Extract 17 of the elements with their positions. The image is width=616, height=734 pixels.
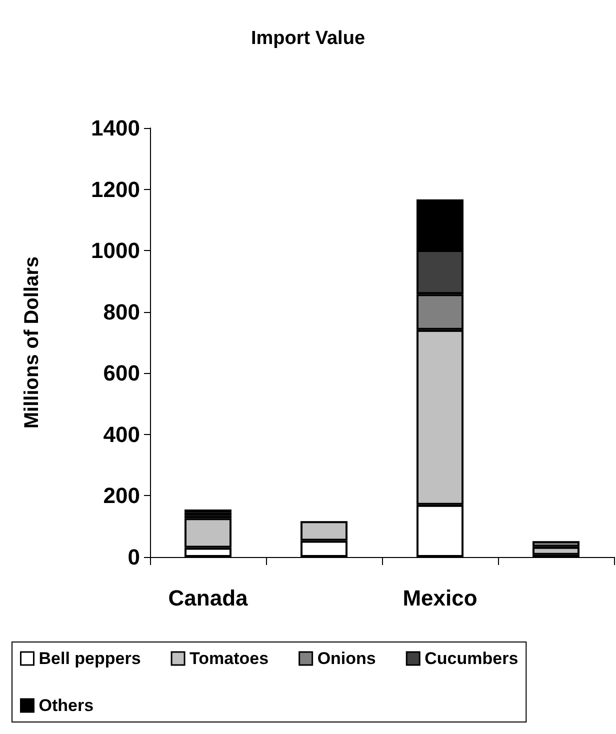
legend-label: Cucumbers bbox=[424, 649, 518, 668]
y-tick-label: 600 bbox=[103, 360, 140, 386]
chart-title: Import Value bbox=[250, 28, 366, 49]
y-tick-label: 800 bbox=[103, 299, 140, 324]
y-axis-title: Millions of Dollars bbox=[21, 256, 43, 429]
legend-label: Onions bbox=[317, 649, 376, 668]
legend-label: Bell peppers bbox=[38, 649, 141, 668]
y-tick-label: 0 bbox=[128, 544, 140, 570]
x-tick-label: Mexico bbox=[402, 586, 478, 610]
y-tick-label: 1000 bbox=[91, 238, 140, 264]
y-tick-label: 1400 bbox=[91, 116, 140, 140]
y-tick-label: 1200 bbox=[91, 176, 140, 202]
y-tick-label: 200 bbox=[103, 483, 140, 508]
y-tick-label: 400 bbox=[103, 422, 140, 447]
legend-label: Others bbox=[38, 696, 94, 715]
legend-label: Tomatoes bbox=[190, 649, 269, 668]
x-tick-label: Canada bbox=[168, 586, 248, 610]
